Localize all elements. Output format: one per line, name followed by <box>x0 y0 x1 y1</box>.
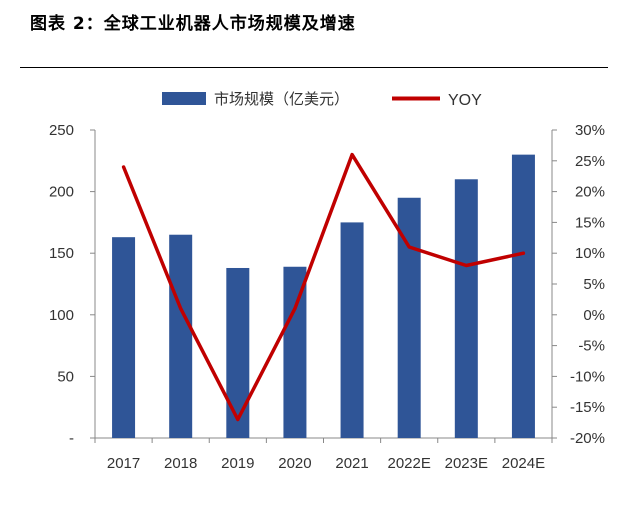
x-tick-label: 2021 <box>335 455 368 472</box>
right-tick-label: 30% <box>575 122 605 139</box>
x-tick-label: 2019 <box>221 455 254 472</box>
yoy-point <box>407 245 411 249</box>
left-tick-label: 150 <box>49 245 74 262</box>
right-tick-label: 25% <box>575 153 605 170</box>
left-tick-label: 250 <box>49 122 74 139</box>
bar-market-size <box>226 267 250 438</box>
yoy-point <box>122 165 126 169</box>
bar-market-size <box>454 179 478 438</box>
right-tick-label: -10% <box>570 368 605 385</box>
x-tick-label: 2024E <box>502 455 545 472</box>
right-tick-label: 10% <box>575 245 605 262</box>
bar-market-size <box>340 222 364 438</box>
figure-title: 图表 2：全球工业机器人市场规模及增速 <box>30 14 356 34</box>
yoy-line <box>121 152 526 422</box>
legend: 市场规模（亿美元） YOY <box>162 90 482 109</box>
right-tick-label: -20% <box>570 430 605 447</box>
bar-market-size <box>511 154 535 438</box>
bar-market-size <box>283 266 307 438</box>
bar-market-size <box>112 237 136 438</box>
bar-market-size <box>397 197 421 438</box>
left-tick-label: 200 <box>49 184 74 201</box>
yoy-point <box>179 307 183 311</box>
left-tick-label: - <box>69 430 74 447</box>
title-rule <box>20 67 608 68</box>
yoy-point <box>293 307 297 311</box>
yoy-point <box>350 153 354 157</box>
bars <box>112 154 535 438</box>
right-tick-label: -15% <box>570 399 605 416</box>
x-tick-label: 2018 <box>164 455 197 472</box>
x-tick-label: 2017 <box>107 455 140 472</box>
right-tick-label: 15% <box>575 214 605 231</box>
right-tick-label: -5% <box>578 338 605 355</box>
legend-label-yoy: YOY <box>448 92 482 109</box>
x-tick-label: 2020 <box>278 455 311 472</box>
legend-swatch-market-size <box>162 92 206 105</box>
left-tick-label: 100 <box>49 307 74 324</box>
yoy-point <box>464 264 468 268</box>
right-tick-label: 5% <box>583 276 605 293</box>
right-tick-label: 20% <box>575 184 605 201</box>
x-tick-label: 2022E <box>388 455 431 472</box>
left-tick-label: 50 <box>57 368 74 385</box>
bar-market-size <box>169 234 193 438</box>
yoy-point <box>236 418 240 422</box>
yoy-point <box>521 251 525 255</box>
x-tick-label: 2023E <box>445 455 488 472</box>
legend-label-market-size: 市场规模（亿美元） <box>214 90 349 108</box>
right-tick-label: 0% <box>583 307 605 324</box>
yoy-series <box>121 152 526 422</box>
